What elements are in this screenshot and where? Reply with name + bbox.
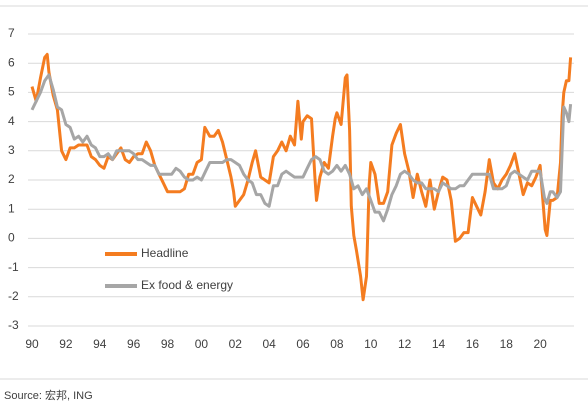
y-tick-label: 6 <box>8 55 15 69</box>
x-tick-label: 00 <box>195 337 209 351</box>
x-tick-label: 02 <box>229 337 243 351</box>
legend-label: Headline <box>141 246 189 260</box>
x-tick-label: 06 <box>296 337 310 351</box>
x-tick-label: 94 <box>93 337 107 351</box>
x-tick-label: 98 <box>161 337 175 351</box>
x-tick-label: 08 <box>330 337 344 351</box>
x-tick-label: 92 <box>59 337 73 351</box>
y-tick-label: -3 <box>8 318 19 332</box>
series-line <box>30 52 573 302</box>
y-tick-label: -2 <box>8 289 19 303</box>
y-tick-label: 2 <box>8 172 15 186</box>
y-tick-label: 0 <box>8 231 15 245</box>
series-line <box>30 73 573 223</box>
x-tick-label: 12 <box>398 337 412 351</box>
x-tick-label: 18 <box>500 337 514 351</box>
x-tick-label: 04 <box>262 337 276 351</box>
y-tick-label: 3 <box>8 143 15 157</box>
x-tick-label: 14 <box>432 337 446 351</box>
source-note: Source: 宏邦, ING <box>4 388 93 402</box>
x-tick-label: 96 <box>127 337 141 351</box>
y-tick-label: -1 <box>8 260 19 274</box>
x-tick-label: 90 <box>25 337 39 351</box>
x-tick-label: 20 <box>533 337 547 351</box>
y-tick-label: 4 <box>8 114 15 128</box>
y-tick-label: 1 <box>8 201 15 215</box>
y-tick-label: 5 <box>8 85 15 99</box>
legend-label: Ex food & energy <box>141 278 233 292</box>
x-tick-label: 10 <box>364 337 378 351</box>
x-tick-label: 16 <box>466 337 480 351</box>
y-tick-label: 7 <box>8 26 15 40</box>
